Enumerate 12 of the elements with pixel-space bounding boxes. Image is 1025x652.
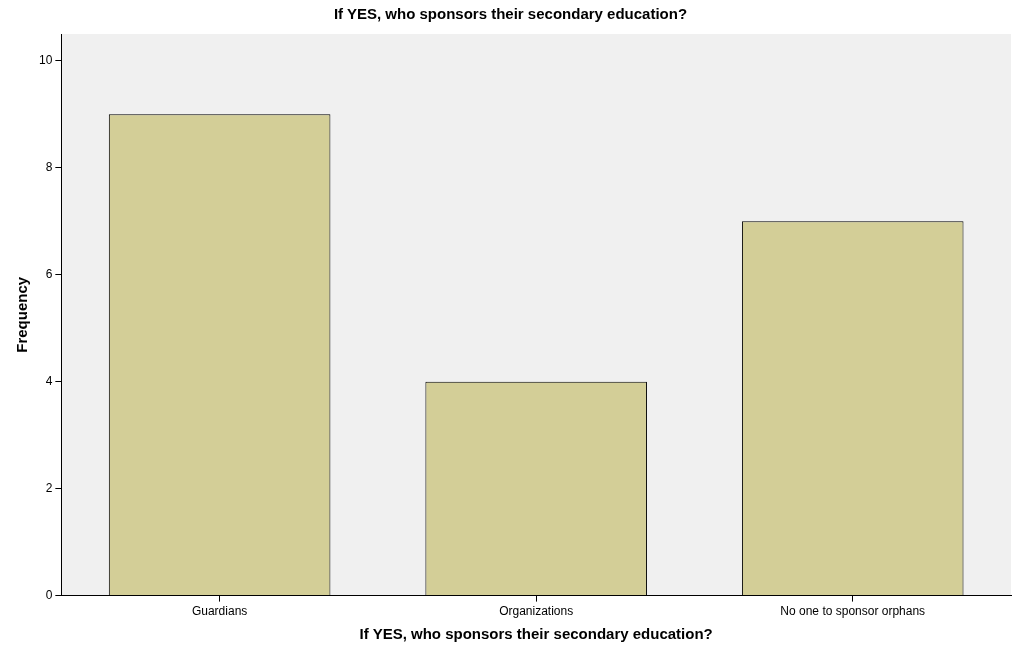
y-tick-label: 8 (45, 160, 53, 175)
chart-title: If YES, who sponsors their secondary education? (333, 5, 688, 23)
x-tick-label: No one to sponsor orphans (780, 604, 926, 619)
y-tick-label: 4 (45, 373, 53, 388)
x-tick-label: Organizations (499, 604, 574, 619)
y-tick-label: 10 (38, 53, 53, 68)
y-tick-label: 6 (45, 267, 53, 281)
y-tick-label: 0 (45, 587, 53, 602)
y-axis-title: Frequency (13, 276, 31, 353)
x-axis-title: If YES, who sponsors their secondary education? (359, 625, 713, 643)
y-tick-label: 2 (45, 480, 53, 495)
x-tick-label: Guardians (191, 604, 248, 619)
